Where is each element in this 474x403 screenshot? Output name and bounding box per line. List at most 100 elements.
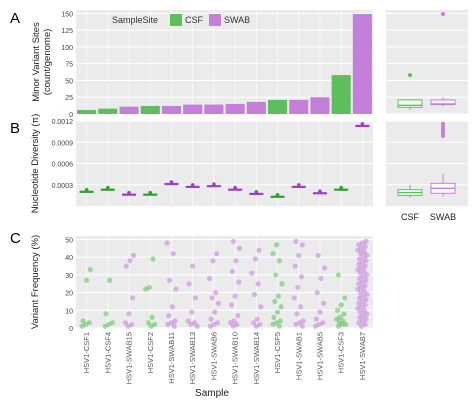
frequency-point bbox=[299, 242, 305, 248]
x-tick-label: HSV1-CSF5 bbox=[273, 332, 282, 373]
frequency-point bbox=[342, 295, 348, 301]
diversity-point bbox=[212, 182, 216, 186]
ylabel-a-line1: Minor Variant Sites bbox=[31, 22, 42, 102]
panel-background bbox=[386, 10, 468, 114]
frequency-point bbox=[257, 321, 263, 328]
panel-label-b: B bbox=[10, 120, 20, 137]
frequency-point bbox=[164, 240, 170, 246]
frequency-point bbox=[338, 302, 344, 308]
diversity-point bbox=[190, 183, 195, 187]
frequency-point bbox=[173, 286, 179, 292]
diversity-point bbox=[233, 185, 237, 190]
x-tick-label: HSV1-CSF4 bbox=[103, 332, 112, 373]
frequency-point bbox=[300, 318, 306, 324]
y-tick-label: 25 bbox=[65, 95, 73, 102]
bar bbox=[204, 104, 224, 114]
x-tick-label: HSV1-SWAB14 bbox=[252, 332, 261, 384]
frequency-point bbox=[130, 252, 137, 259]
diversity-point bbox=[339, 185, 343, 190]
frequency-point bbox=[185, 318, 191, 324]
frequency-point bbox=[129, 321, 135, 328]
frequency-point bbox=[191, 320, 198, 326]
frequency-point bbox=[361, 268, 367, 274]
x-tick-label: HSV1-CSF3 bbox=[337, 332, 346, 373]
y-tick-label: 0.0003 bbox=[52, 183, 74, 190]
frequency-point bbox=[214, 320, 221, 326]
diversity-point bbox=[254, 190, 259, 194]
frequency-point bbox=[123, 263, 129, 269]
ylabel-a-line2: (count/genome) bbox=[42, 29, 53, 96]
side-x-label: CSF bbox=[401, 212, 420, 222]
diversity-point bbox=[169, 180, 174, 184]
frequency-point bbox=[315, 252, 321, 259]
frequency-point bbox=[313, 316, 319, 322]
bar bbox=[246, 101, 266, 114]
frequency-point bbox=[341, 311, 347, 317]
diversity-point bbox=[318, 189, 322, 194]
frequency-point bbox=[363, 297, 369, 303]
frequency-point bbox=[126, 311, 132, 317]
frequency-point bbox=[109, 320, 115, 326]
frequency-point bbox=[361, 249, 367, 255]
frequency-point bbox=[212, 309, 218, 315]
frequency-point bbox=[363, 238, 369, 244]
frequency-point bbox=[189, 309, 195, 315]
frequency-point bbox=[230, 238, 236, 244]
frequency-point bbox=[364, 311, 370, 317]
box-b-outlier bbox=[441, 128, 445, 133]
diversity-point bbox=[127, 190, 131, 195]
y-tick-label: 30 bbox=[65, 273, 73, 280]
bar bbox=[289, 99, 309, 114]
frequency-point bbox=[364, 272, 370, 278]
panel-background bbox=[76, 236, 373, 328]
frequency-point bbox=[192, 295, 198, 301]
bar bbox=[267, 99, 288, 114]
x-tick-label: HSV1-SWAB6 bbox=[209, 332, 218, 380]
bar bbox=[331, 75, 351, 114]
y-tick-label: 10 bbox=[65, 308, 73, 315]
diversity-point bbox=[106, 185, 110, 190]
frequency-point bbox=[249, 270, 255, 276]
frequency-point bbox=[255, 281, 261, 287]
frequency-point bbox=[228, 302, 235, 308]
ylabel-c: Variant Frequency (%) bbox=[30, 235, 41, 329]
frequency-point bbox=[340, 318, 346, 324]
frequency-point bbox=[321, 265, 328, 271]
frequency-point bbox=[318, 275, 324, 282]
frequency-point bbox=[171, 323, 177, 329]
y-tick-label: 40 bbox=[65, 255, 73, 262]
frequency-point bbox=[361, 288, 367, 294]
frequency-point bbox=[272, 298, 278, 305]
frequency-point bbox=[149, 314, 155, 320]
frequency-point bbox=[252, 256, 259, 262]
bar bbox=[161, 105, 182, 114]
box-a-box bbox=[397, 99, 423, 108]
frequency-point bbox=[276, 323, 282, 329]
frequency-point bbox=[273, 272, 279, 278]
frequency-point bbox=[146, 284, 152, 290]
frequency-point bbox=[145, 320, 152, 326]
x-tick-label: HSV1-CSF2 bbox=[146, 332, 155, 373]
y-tick-label: 100 bbox=[61, 45, 73, 52]
bar bbox=[77, 109, 97, 114]
frequency-point bbox=[130, 295, 136, 301]
frequency-point bbox=[274, 309, 281, 315]
frequency-point bbox=[258, 304, 264, 310]
bar bbox=[98, 108, 118, 114]
y-tick-label: 0 bbox=[69, 326, 73, 333]
legend-title: SampleSite bbox=[112, 15, 158, 25]
bar bbox=[310, 97, 330, 114]
frequency-point bbox=[271, 314, 277, 320]
frequency-point bbox=[234, 321, 240, 328]
frequency-point bbox=[170, 251, 176, 257]
frequency-point bbox=[235, 313, 241, 319]
legend-label-swab: SWAB bbox=[224, 15, 250, 25]
frequency-point bbox=[362, 244, 368, 250]
frequency-point bbox=[87, 267, 93, 273]
diversity-point bbox=[296, 183, 301, 187]
frequency-point bbox=[296, 252, 302, 259]
frequency-point bbox=[233, 258, 239, 264]
x-tick-label: HSV1-SWAB11 bbox=[167, 332, 176, 384]
y-tick-label: 0.0006 bbox=[52, 162, 74, 169]
frequency-point bbox=[127, 258, 133, 264]
